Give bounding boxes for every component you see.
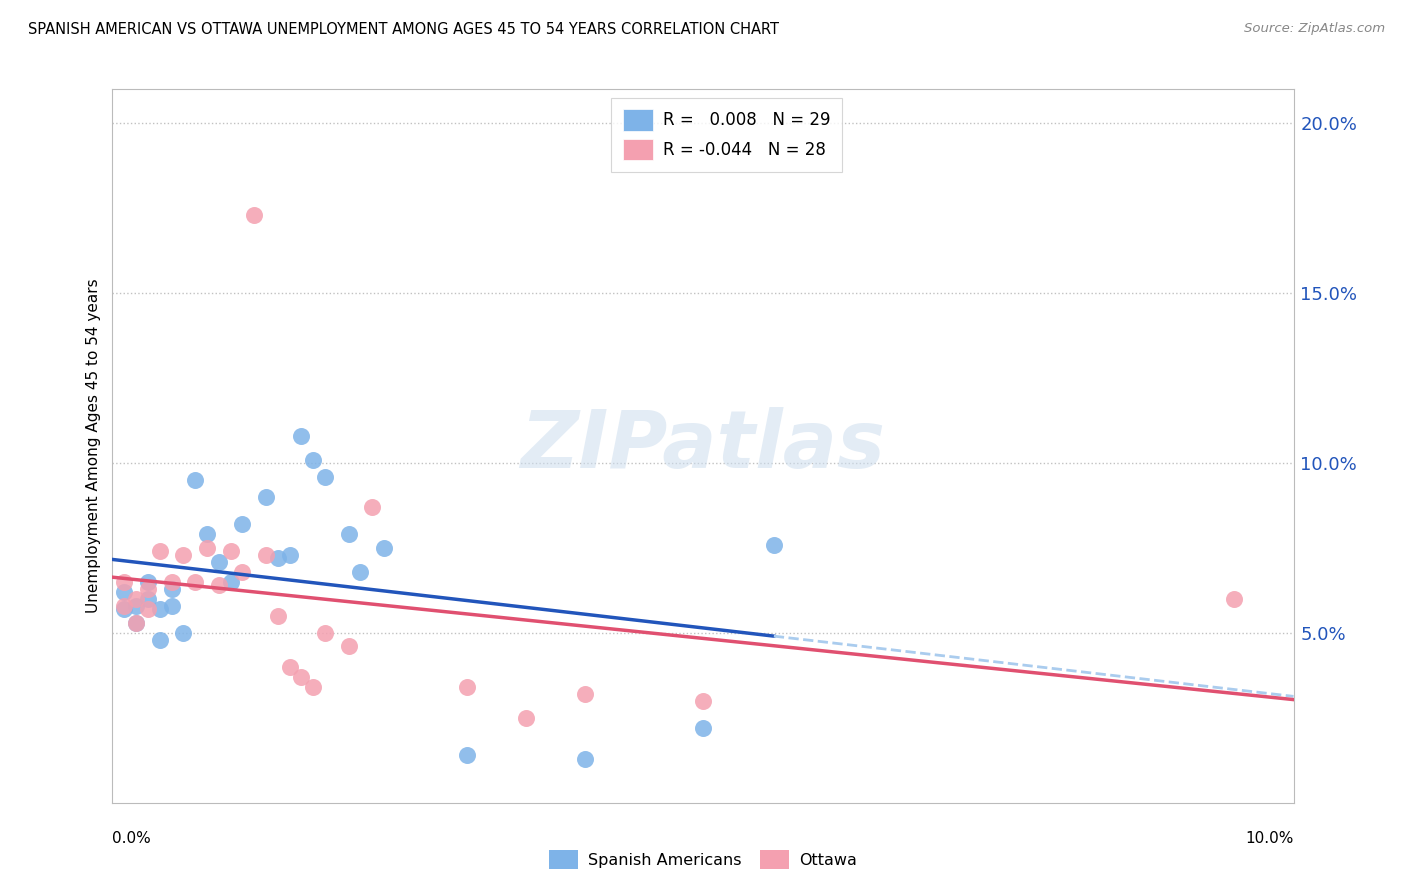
Point: [208, 555, 231, 569]
Legend: R =   0.008   N = 29, R = -0.044   N = 28: R = 0.008 N = 29, R = -0.044 N = 28: [612, 97, 842, 172]
Point: [349, 565, 371, 579]
Point: [456, 748, 478, 763]
Point: [195, 541, 218, 555]
Point: [692, 694, 714, 708]
Point: [361, 500, 384, 515]
Point: [278, 660, 301, 674]
Point: [149, 602, 172, 616]
Point: [456, 680, 478, 694]
Point: [278, 548, 301, 562]
Point: [574, 751, 596, 765]
Point: [337, 527, 360, 541]
Point: [208, 578, 231, 592]
Point: [373, 541, 395, 555]
Point: [692, 721, 714, 735]
Point: [172, 548, 194, 562]
Point: [762, 537, 785, 551]
Point: [1223, 591, 1246, 606]
Point: [149, 544, 172, 558]
Point: [184, 473, 207, 487]
Point: [574, 687, 596, 701]
Point: [160, 599, 183, 613]
Point: [219, 574, 242, 589]
Point: [302, 452, 325, 467]
Point: [136, 582, 159, 596]
Point: [231, 565, 253, 579]
Point: [314, 469, 336, 483]
Point: [125, 591, 148, 606]
Point: [172, 626, 194, 640]
Point: [267, 551, 290, 566]
Point: [112, 599, 135, 613]
Point: [136, 602, 159, 616]
Text: 10.0%: 10.0%: [1246, 831, 1294, 846]
Point: [184, 574, 207, 589]
Point: [515, 711, 537, 725]
Point: [125, 599, 148, 613]
Point: [125, 615, 148, 630]
Point: [112, 585, 135, 599]
Point: [302, 680, 325, 694]
Point: [290, 670, 312, 684]
Point: [136, 591, 159, 606]
Point: [231, 517, 253, 532]
Legend: Spanish Americans, Ottawa: Spanish Americans, Ottawa: [543, 844, 863, 875]
Point: [254, 548, 277, 562]
Point: [112, 574, 135, 589]
Point: [136, 574, 159, 589]
Point: [337, 640, 360, 654]
Text: 0.0%: 0.0%: [112, 831, 152, 846]
Point: [290, 429, 312, 443]
Point: [160, 582, 183, 596]
Point: [243, 208, 266, 222]
Text: Source: ZipAtlas.com: Source: ZipAtlas.com: [1244, 22, 1385, 36]
Y-axis label: Unemployment Among Ages 45 to 54 years: Unemployment Among Ages 45 to 54 years: [86, 278, 101, 614]
Point: [195, 527, 218, 541]
Text: SPANISH AMERICAN VS OTTAWA UNEMPLOYMENT AMONG AGES 45 TO 54 YEARS CORRELATION CH: SPANISH AMERICAN VS OTTAWA UNEMPLOYMENT …: [28, 22, 779, 37]
Point: [125, 615, 148, 630]
Point: [314, 626, 336, 640]
Point: [160, 574, 183, 589]
Point: [254, 490, 277, 504]
Point: [219, 544, 242, 558]
Point: [112, 602, 135, 616]
Point: [267, 608, 290, 623]
Text: ZIPatlas: ZIPatlas: [520, 407, 886, 485]
Point: [149, 632, 172, 647]
